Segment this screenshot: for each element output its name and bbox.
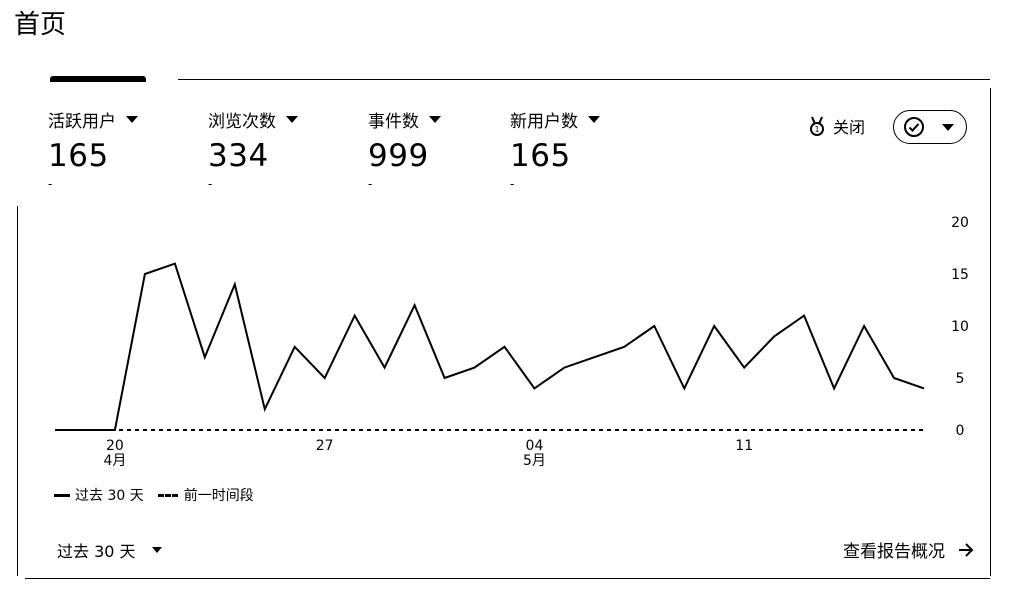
medal-icon: 1: [810, 116, 824, 136]
svg-text:1: 1: [814, 125, 819, 134]
x-tick-label: 11: [735, 438, 753, 454]
metric-label: 活跃用户: [48, 111, 116, 132]
close-button[interactable]: 1 关闭: [806, 114, 865, 138]
date-range-select[interactable]: 过去 30 天: [57, 538, 162, 562]
y-tick-label: 5: [956, 371, 965, 387]
x-tick-sublabel: 4月: [103, 453, 126, 469]
metric-label: 事件数: [368, 111, 419, 132]
view-report-link[interactable]: 查看报告概况: [843, 537, 975, 562]
check-circle-icon: [904, 117, 924, 137]
y-tick-label: 15: [951, 267, 969, 283]
y-tick-label: 0: [956, 423, 965, 439]
metric-value: 999: [368, 138, 429, 174]
x-tick-sublabel: 5月: [523, 453, 546, 469]
metric-label: 新用户数: [510, 111, 578, 132]
chart-legend: 过去 30 天 前一时间段: [54, 485, 254, 505]
caret-down-icon: [126, 115, 138, 123]
caret-down-icon: [429, 115, 441, 123]
metric-events-selector[interactable]: 事件数: [368, 106, 441, 132]
page-title: 首页: [14, 10, 67, 40]
y-tick-label: 10: [951, 319, 969, 335]
metric-delta: -: [48, 177, 53, 191]
metric-new-users: 新用户数 165 -: [510, 106, 600, 190]
arrow-right-icon: [959, 542, 974, 557]
metric-active-users-selector[interactable]: 活跃用户: [48, 106, 138, 132]
y-tick-label: 20: [951, 215, 969, 231]
metric-value: 165: [48, 138, 109, 174]
metric-active-users: 活跃用户 165 -: [48, 106, 138, 190]
caret-down-icon: [942, 123, 954, 131]
metric-label: 浏览次数: [208, 111, 276, 132]
legend-solid-swatch: [54, 493, 70, 497]
view-report-label: 查看报告概况: [843, 542, 945, 562]
legend-previous: 前一时间段: [183, 488, 254, 504]
card-border-top: [178, 79, 990, 80]
date-range-label: 过去 30 天: [57, 542, 136, 561]
active-tab-indicator: [50, 76, 146, 82]
metric-views-selector[interactable]: 浏览次数: [208, 106, 298, 132]
x-tick-label: 20: [106, 438, 124, 454]
caret-down-icon: [151, 547, 162, 553]
caret-down-icon: [286, 115, 298, 123]
metric-views: 浏览次数 334 -: [208, 106, 298, 190]
metric-value: 334: [208, 138, 269, 174]
metric-new-users-selector[interactable]: 新用户数: [510, 106, 600, 132]
metric-delta: -: [510, 177, 515, 191]
metric-delta: -: [208, 177, 213, 191]
caret-down-icon: [588, 115, 600, 123]
card-border-left: [17, 206, 18, 576]
card-border-bottom: [25, 578, 990, 579]
card-border-right: [990, 88, 991, 576]
x-tick-label: 27: [316, 438, 334, 454]
close-label: 关闭: [833, 118, 866, 137]
series-line-current: [55, 262, 925, 431]
status-dropdown[interactable]: [893, 110, 967, 144]
x-tick-label: 04: [526, 438, 544, 454]
metric-delta: -: [368, 177, 373, 191]
legend-current: 过去 30 天: [75, 488, 144, 504]
metric-value: 165: [510, 138, 571, 174]
metric-events: 事件数 999 -: [368, 106, 441, 190]
legend-dashed-swatch: [157, 493, 178, 497]
